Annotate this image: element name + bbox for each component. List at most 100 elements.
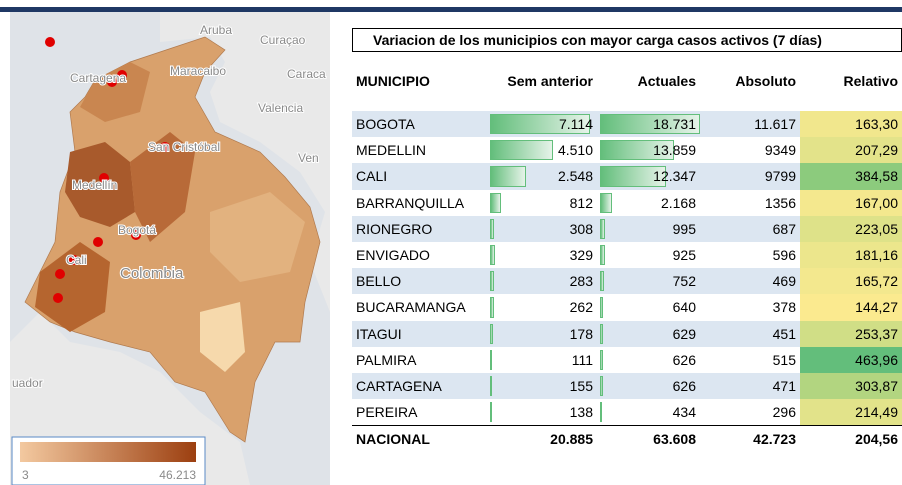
- data-bar: [600, 244, 605, 266]
- table-cell: 308: [487, 216, 597, 242]
- data-bar: [490, 349, 492, 370]
- cell-text: 144,27: [855, 299, 898, 316]
- cell-text: 640: [672, 299, 696, 316]
- table-cell: 283: [487, 268, 597, 294]
- cell-text: 626: [672, 351, 696, 368]
- cell-text: 11.617: [754, 116, 796, 132]
- table-cell: BELLO: [352, 268, 487, 294]
- map-label: uador: [12, 376, 43, 390]
- data-bar: [490, 244, 495, 266]
- table-cell: BARRANQUILLA: [352, 190, 487, 216]
- table-cell: 11.617: [700, 111, 800, 137]
- total-cell: 42.723: [753, 431, 796, 448]
- table-cell: 13.859: [597, 137, 700, 163]
- region: [35, 242, 110, 332]
- cell-text: BUCARAMANGA: [356, 299, 466, 316]
- cell-text: 181,16: [855, 246, 898, 263]
- frame: [0, 7, 902, 12]
- cell-text: RIONEGRO: [356, 220, 433, 237]
- header-cell: Actuales: [637, 73, 696, 89]
- total-row: NACIONAL 20.885 63.608 42.723 204,56: [352, 425, 902, 448]
- map-label: Maracaibo: [170, 64, 226, 78]
- table-cell: ITAGUI: [352, 321, 487, 347]
- cell-text: 515: [772, 351, 796, 368]
- table-row: BELLO 283 752 469 165,72: [352, 268, 902, 295]
- table-cell: 629: [597, 321, 700, 347]
- region: [65, 142, 135, 227]
- marker: [117, 70, 127, 80]
- cell-text: 434: [672, 404, 696, 421]
- table-cell: 181,16: [800, 241, 902, 269]
- cell-text: 214,49: [855, 404, 898, 421]
- table-row: RIONEGRO 308 995 687 223,05: [352, 215, 902, 242]
- data-bar: [600, 192, 612, 213]
- header-cell: Absoluto: [735, 73, 796, 89]
- data-bar: [490, 218, 495, 239]
- cell-text: BELLO: [356, 273, 402, 290]
- table-cell: 378: [700, 294, 800, 320]
- table-row: ENVIGADO 329 925 596 181,16: [352, 241, 902, 269]
- data-bar: [600, 271, 604, 292]
- table-cell: 1356: [700, 190, 800, 216]
- table-cell: 463,96: [800, 346, 902, 373]
- cell-text: 296: [772, 404, 796, 421]
- table-cell: 329: [487, 242, 597, 268]
- table-cell: 515: [700, 347, 800, 373]
- cell-text: 178: [569, 325, 593, 342]
- table-cell: 214,49: [800, 399, 902, 426]
- cell-text: BOGOTA: [356, 116, 415, 132]
- region: [210, 192, 305, 282]
- table-row: CALI 2.548 12.347 9799 384,58: [352, 163, 902, 190]
- cell-text: 596: [772, 246, 796, 263]
- table-title: Variacion de los municipios con mayor ca…: [352, 28, 902, 52]
- marker: [160, 142, 170, 152]
- table-cell: 9799: [700, 163, 800, 189]
- marker: [93, 237, 103, 247]
- cell-text: 471: [772, 377, 796, 394]
- cell-text: 469: [772, 273, 796, 290]
- table-cell: 138: [487, 399, 597, 425]
- table-cell: 262: [487, 294, 597, 320]
- table-cell: CARTAGENA: [352, 373, 487, 399]
- marker: [69, 255, 79, 265]
- data-bar: [600, 218, 606, 239]
- cell-text: 384,58: [855, 168, 898, 185]
- table-row: PALMIRA 111 626 515 463,96: [352, 346, 902, 373]
- markers: [45, 37, 170, 303]
- marker: [99, 173, 109, 183]
- cell-text: 283: [569, 273, 593, 290]
- table-cell: 253,37: [800, 320, 902, 347]
- cell-text: 253,37: [855, 325, 898, 342]
- table-cell: 223,05: [800, 215, 902, 242]
- table-cell: BOGOTA: [352, 111, 487, 137]
- table-cell: PALMIRA: [352, 347, 487, 373]
- header-row: MUNICIPIO Sem anterior Actuales Absoluto Rel…: [352, 52, 902, 111]
- cell-text: 13.859: [653, 142, 696, 159]
- table-cell: 7.114: [487, 111, 597, 137]
- region: [130, 132, 195, 242]
- cell-text: 4.510: [557, 142, 593, 159]
- cell-text: PEREIRA: [356, 404, 418, 421]
- table-cell: 4.510: [487, 137, 597, 163]
- data-bar: [490, 192, 502, 213]
- table-cell: 626: [597, 347, 700, 373]
- cell-text: 925: [672, 246, 696, 263]
- data-bar: [490, 166, 526, 187]
- table: Variacion de los municipios con mayor ca…: [352, 28, 902, 448]
- header-cell: Sem anterior: [507, 73, 593, 89]
- marker: [131, 230, 141, 240]
- cell-text: 155: [569, 377, 593, 394]
- table-row: BOGOTA 7.114 18.731 11.617 163,30: [352, 111, 902, 138]
- total-cell: NACIONAL: [356, 431, 430, 448]
- table-cell: 384,58: [800, 163, 902, 190]
- cell-text: 626: [672, 377, 696, 394]
- table-cell: 144,27: [800, 294, 902, 321]
- table-cell: 451: [700, 321, 800, 347]
- data-bar: [600, 166, 666, 187]
- map-label: Aruba: [200, 23, 232, 37]
- cell-text: MEDELLIN: [356, 142, 427, 159]
- marker: [53, 293, 63, 303]
- table-cell: 752: [597, 268, 700, 294]
- map-label: Colombia: [120, 265, 184, 282]
